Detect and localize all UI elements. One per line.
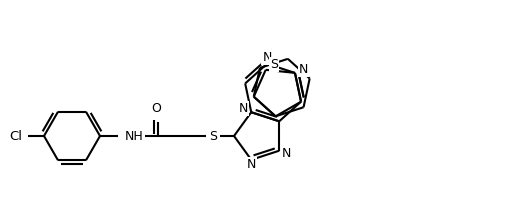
Text: N: N	[239, 102, 248, 115]
Text: N: N	[262, 51, 272, 64]
Text: Cl: Cl	[9, 130, 22, 143]
Text: O: O	[151, 103, 161, 116]
Text: S: S	[209, 130, 217, 143]
Text: N: N	[246, 158, 256, 171]
Text: N: N	[282, 147, 292, 160]
Text: S: S	[270, 58, 278, 71]
Text: NH: NH	[125, 130, 144, 143]
Text: N: N	[299, 63, 308, 76]
